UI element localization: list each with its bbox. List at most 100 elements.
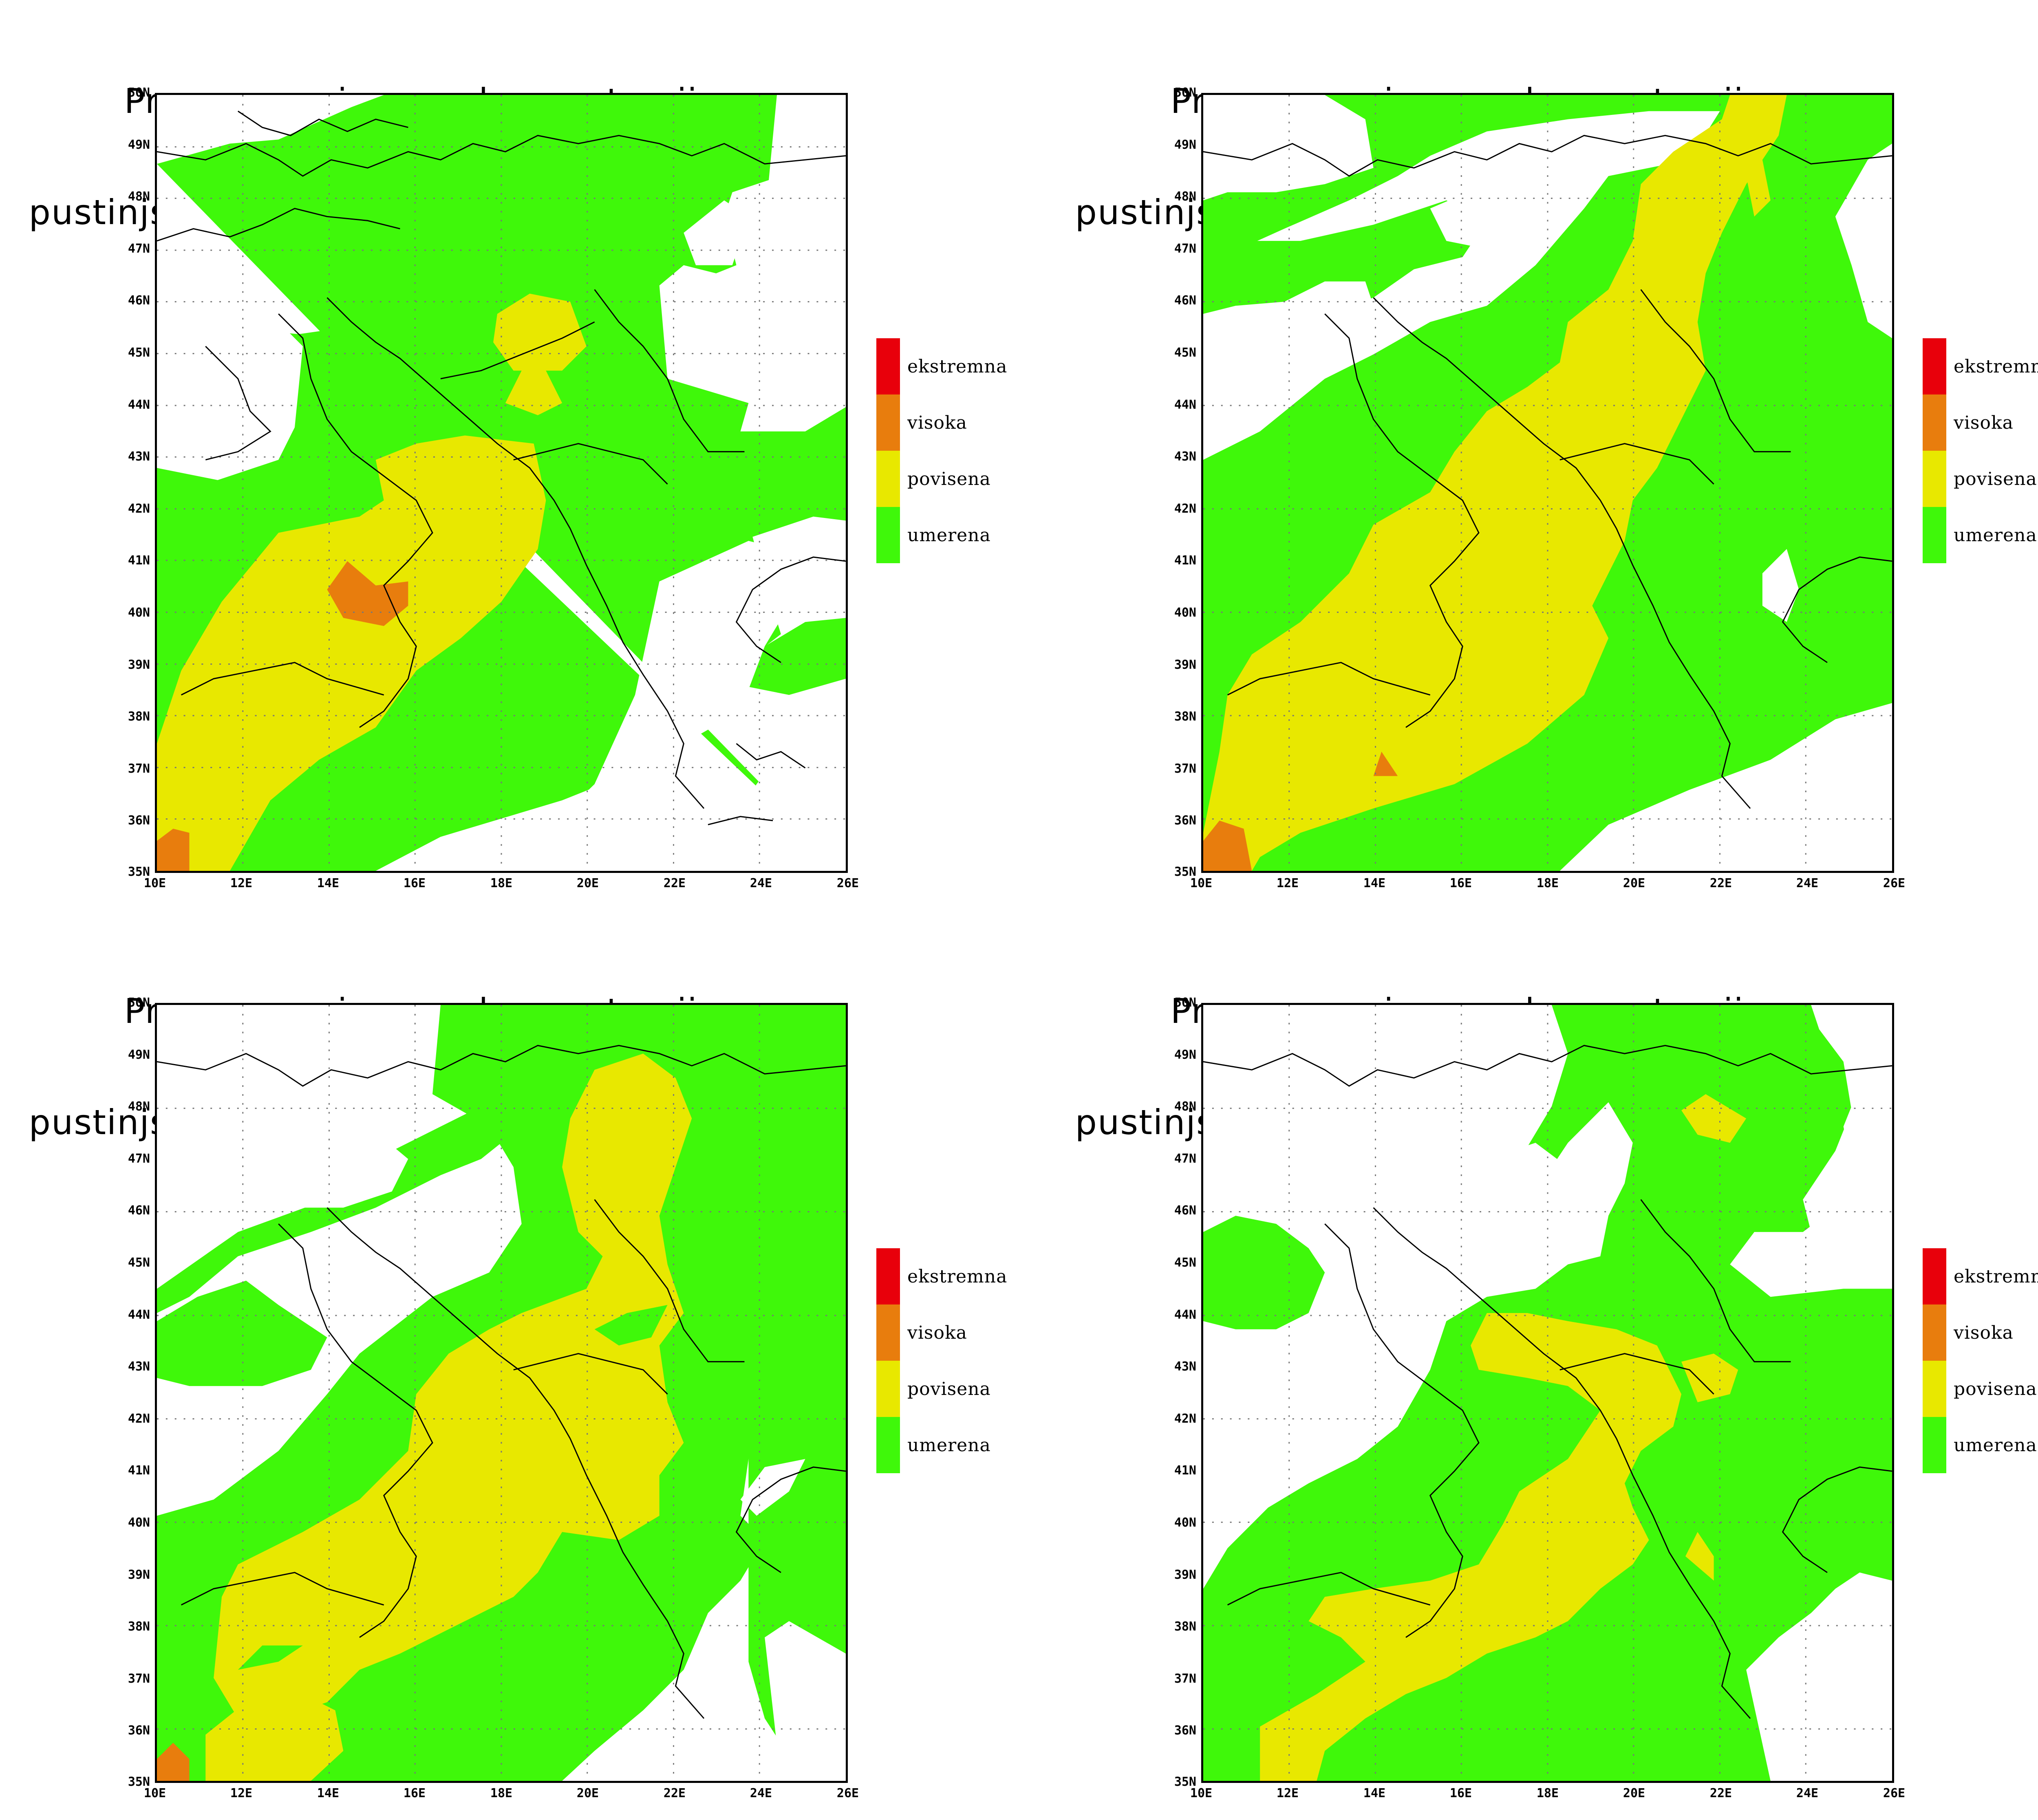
lat-label: 43N <box>1174 1359 1196 1374</box>
lon-label: 16E <box>1449 1786 1472 1800</box>
lat-label: 38N <box>128 1619 150 1634</box>
lat-label: 44N <box>128 1308 150 1322</box>
forecast-panel-06utc: Prognoza prizemne koncentracije pustinjs… <box>0 0 1046 910</box>
legend: ekstremna visoka povisena umerena <box>1923 338 2038 563</box>
lon-label: 20E <box>1623 1786 1645 1800</box>
lat-label: 40N <box>1174 606 1196 620</box>
lat-label: 41N <box>1174 1463 1196 1478</box>
lat-label: 42N <box>128 502 150 516</box>
lon-label: 14E <box>1363 876 1386 890</box>
lon-label: 22E <box>1709 1786 1732 1800</box>
lat-label: 45N <box>1174 1256 1196 1270</box>
lat-label: 41N <box>128 553 150 568</box>
lat-label: 37N <box>1174 1672 1196 1686</box>
legend-swatch <box>1923 1248 1946 1304</box>
lat-label: 38N <box>1174 1619 1196 1634</box>
legend-swatch <box>876 1304 900 1361</box>
lat-label: 42N <box>1174 1412 1196 1426</box>
lat-label: 49N <box>1174 1048 1196 1062</box>
lon-label: 24E <box>750 876 772 890</box>
lat-label: 47N <box>128 242 150 256</box>
lat-label: 40N <box>128 606 150 620</box>
legend-swatch <box>1923 394 1946 451</box>
lat-label: 40N <box>1174 1516 1196 1530</box>
lat-label: 43N <box>1174 449 1196 464</box>
legend-item-povisena: povisena <box>1923 1361 2038 1417</box>
lat-label: 36N <box>128 1723 150 1738</box>
map-canvas <box>157 95 846 871</box>
legend-swatch <box>876 338 900 394</box>
legend-item-ekstremna: ekstremna <box>1923 338 2038 394</box>
lon-label: 24E <box>1796 876 1819 890</box>
legend-label: umerena <box>1954 1435 2037 1456</box>
legend-label: ekstremna <box>907 1266 1008 1287</box>
lat-label: 42N <box>1174 502 1196 516</box>
lat-label: 44N <box>1174 1308 1196 1322</box>
map-canvas <box>1203 95 1892 871</box>
lon-label: 10E <box>1190 1786 1213 1800</box>
legend-item-umerena: umerena <box>1923 507 2038 563</box>
forecast-panel-00utc: Prognoza prizemne koncentracije pustinjs… <box>1046 910 2038 1820</box>
lon-label: 20E <box>576 1786 599 1800</box>
lon-label: 24E <box>1796 1786 1819 1800</box>
lon-label: 16E <box>1449 876 1472 890</box>
legend-label: povisena <box>907 469 991 489</box>
lat-label: 36N <box>1174 1723 1196 1738</box>
lat-label: 47N <box>128 1152 150 1166</box>
lon-label: 16E <box>403 1786 426 1800</box>
legend-label: visoka <box>907 412 967 433</box>
legend-item-ekstremna: ekstremna <box>876 1248 1048 1304</box>
lat-label: 50N <box>1174 996 1196 1010</box>
lon-label: 16E <box>403 876 426 890</box>
lat-label: 45N <box>128 346 150 360</box>
lat-label: 41N <box>1174 553 1196 568</box>
lon-label: 26E <box>836 1786 859 1800</box>
lat-label: 41N <box>128 1463 150 1478</box>
lat-label: 39N <box>1174 658 1196 672</box>
lat-label: 37N <box>128 1672 150 1686</box>
legend-item-ekstremna: ekstremna <box>876 338 1048 394</box>
map-canvas <box>157 1005 846 1781</box>
coastlines-borders <box>157 1044 846 1719</box>
legend-label: povisena <box>1954 1379 2037 1399</box>
lat-label: 39N <box>128 1568 150 1582</box>
legend-item-umerena: umerena <box>876 1417 1048 1473</box>
lon-label: 24E <box>750 1786 772 1800</box>
lat-label: 37N <box>128 762 150 776</box>
legend-item-povisena: povisena <box>876 1361 1048 1417</box>
lat-label: 46N <box>1174 1203 1196 1218</box>
legend: ekstremna visoka povisena umerena <box>876 1248 1048 1473</box>
lat-label: 38N <box>1174 709 1196 724</box>
legend-swatch <box>1923 451 1946 507</box>
lon-label: 12E <box>230 876 253 890</box>
lat-label: 38N <box>128 709 150 724</box>
legend-label: visoka <box>907 1322 967 1343</box>
legend-label: povisena <box>907 1379 991 1399</box>
lat-label: 46N <box>128 1203 150 1218</box>
lon-label: 18E <box>490 1786 513 1800</box>
legend-swatch <box>876 1361 900 1417</box>
lon-label: 26E <box>1883 876 1906 890</box>
legend-swatch <box>876 1417 900 1473</box>
lon-label: 18E <box>1536 1786 1559 1800</box>
zone-clear <box>157 314 303 480</box>
zone-visoka <box>327 561 408 626</box>
lon-label: 18E <box>490 876 513 890</box>
legend-item-umerena: umerena <box>1923 1417 2038 1473</box>
legend-label: ekstremna <box>1954 1266 2038 1287</box>
lat-label: 39N <box>1174 1568 1196 1582</box>
lat-label: 46N <box>128 293 150 308</box>
lat-label: 50N <box>128 996 150 1010</box>
legend-label: umerena <box>907 525 991 546</box>
lat-label: 39N <box>128 658 150 672</box>
forecast-panel-12utc: Prognoza prizemne koncentracije pustinjs… <box>1046 0 2038 910</box>
lon-label: 10E <box>1190 876 1213 890</box>
lon-label: 14E <box>317 1786 340 1800</box>
legend-item-visoka: visoka <box>1923 1304 2038 1361</box>
lon-label: 26E <box>836 876 859 890</box>
legend-label: visoka <box>1954 412 2014 433</box>
lon-label: 26E <box>1883 1786 1906 1800</box>
lat-label: 43N <box>128 449 150 464</box>
legend-item-visoka: visoka <box>876 394 1048 451</box>
lon-label: 18E <box>1536 876 1559 890</box>
